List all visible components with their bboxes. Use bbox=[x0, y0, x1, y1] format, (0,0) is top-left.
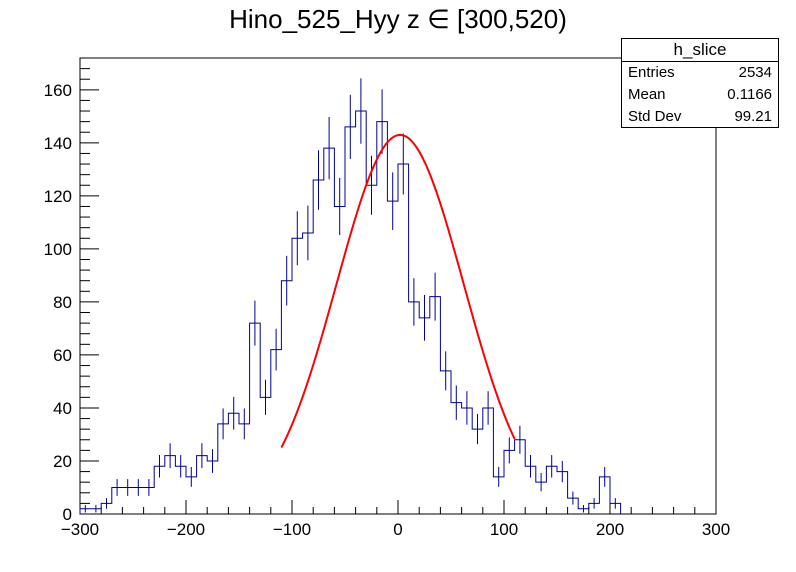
stats-value: 99.21 bbox=[734, 108, 772, 125]
x-tick-label: −100 bbox=[273, 520, 311, 539]
x-tick-label: 100 bbox=[490, 520, 518, 539]
error-bars bbox=[84, 78, 616, 513]
stats-value: 2534 bbox=[738, 64, 772, 81]
y-tick-label: 40 bbox=[53, 399, 72, 418]
stats-box-title: h_slice bbox=[622, 39, 778, 62]
histogram-line bbox=[79, 110, 622, 514]
y-tick-label: 100 bbox=[44, 240, 72, 259]
gaussian-fit bbox=[280, 133, 516, 449]
stats-label: Mean bbox=[628, 86, 666, 103]
x-tick-label: −300 bbox=[61, 520, 99, 539]
y-tick-label: 120 bbox=[44, 187, 72, 206]
x-tick-label: −200 bbox=[167, 520, 205, 539]
chart-title: Hino_525_Hyy z ∈ [300,520) bbox=[229, 4, 567, 34]
stats-row-mean: Mean 0.1166 bbox=[622, 84, 778, 106]
y-tick-label: 60 bbox=[53, 346, 72, 365]
y-tick-label: 140 bbox=[44, 134, 72, 153]
stats-value: 0.1166 bbox=[727, 86, 772, 103]
y-tick-label: 0 bbox=[63, 505, 72, 524]
stats-label: Entries bbox=[628, 64, 675, 81]
x-tick-label: 0 bbox=[393, 520, 402, 539]
y-tick-label: 160 bbox=[44, 81, 72, 100]
fit-curve bbox=[280, 133, 516, 449]
stats-box: h_slice Entries 2534 Mean 0.1166 Std Dev… bbox=[621, 38, 779, 128]
x-tick-label: 200 bbox=[596, 520, 624, 539]
y-tick-label: 80 bbox=[53, 293, 72, 312]
stats-row-stddev: Std Dev 99.21 bbox=[622, 106, 778, 128]
histogram-series bbox=[79, 110, 622, 514]
axis-ticks: −300 −200 −100 0 100 200 300 0 20 40 60 80 100 120 140… bbox=[44, 57, 730, 539]
stats-label: Std Dev bbox=[628, 108, 682, 125]
y-tick-label: 20 bbox=[53, 452, 72, 471]
x-tick-label: 300 bbox=[702, 520, 730, 539]
stats-row-entries: Entries 2534 bbox=[622, 62, 778, 84]
